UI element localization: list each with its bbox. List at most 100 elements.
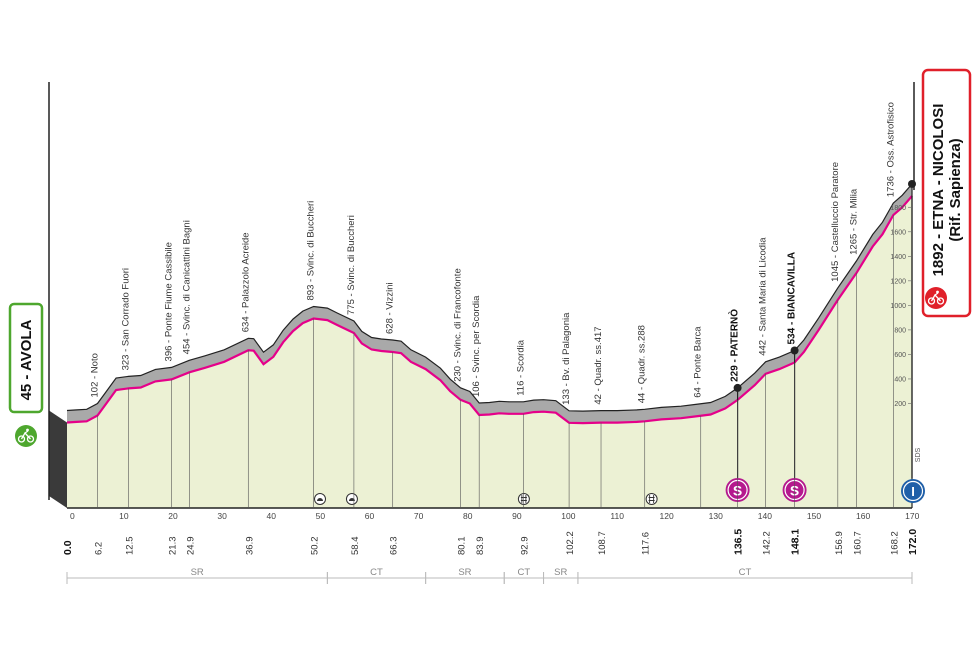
profile-left-edge: [49, 410, 67, 508]
start-cyclist-icon: [15, 425, 37, 447]
x-tick-label: 50: [316, 511, 326, 521]
annotations: 102 - Noto 323 - San Corrado Fuori 396 - P…: [89, 102, 896, 508]
province-label: SR: [458, 567, 471, 578]
tunnel-icon-arch: [317, 498, 324, 501]
rail-crossing-icon: [517, 493, 530, 505]
rail-crossing-icon-track: [648, 495, 655, 503]
sprint-point: [733, 383, 742, 392]
province-label: SR: [191, 567, 204, 578]
place-label: 116 - Scordia: [515, 339, 526, 396]
km-label: 148.1: [790, 529, 802, 555]
km-label: 92.9: [519, 537, 530, 556]
sds-label: SDS: [915, 447, 922, 462]
place-label: 106 - Svinc. per Scordia: [471, 295, 482, 397]
x-tick-label: 160: [856, 511, 870, 521]
km-label: 156.9: [834, 531, 845, 555]
km-label: 117.6: [641, 532, 652, 555]
x-tick-label: 170: [905, 511, 919, 521]
km-label: 0.0: [62, 540, 74, 555]
place-label: 442 - Santa Maria di Licodia: [758, 237, 769, 356]
place-label: 396 - Ponte Fiume Cassibile: [164, 242, 175, 361]
x-tick-label: 80: [463, 511, 473, 521]
start-badge: 45 - AVOLA: [8, 302, 44, 447]
km-label: 172.0: [907, 529, 919, 555]
km-label: 24.9: [185, 537, 196, 556]
province-label: SR: [554, 567, 567, 578]
place-label: 230 - Svinc. di Francofonte: [453, 268, 464, 382]
km-label: 136.5: [733, 529, 745, 555]
km-label: 80.1: [457, 537, 468, 556]
km-label: 58.4: [350, 537, 361, 556]
finish-badge: 1892 - ETNA - NICOLOSI (Rif. Sapienza): [921, 68, 972, 318]
x-tick-label: 20: [168, 511, 178, 521]
finish-climb-badge: I: [901, 479, 925, 503]
place-label: 628 - Vizzini: [385, 282, 396, 334]
place-label: 775 - Svinc. di Buccheri: [346, 215, 357, 315]
km-label: 102.2: [565, 531, 576, 555]
km-label: 36.9: [244, 537, 255, 556]
tunnel-icon-arch: [348, 498, 355, 501]
place-label: 44 - Quadr. ss.288: [637, 325, 648, 403]
x-tick-label: 0: [70, 511, 75, 521]
profile-top-line: [66, 183, 913, 412]
place-label: 893 - Svinc. di Buccheri: [306, 201, 317, 301]
start-label: 45 - AVOLA: [18, 319, 35, 400]
alt-tick-label: 200: [894, 401, 906, 408]
km-label: 21.3: [168, 537, 179, 556]
x-tick-label: 140: [758, 511, 772, 521]
distance-axis: 0 10 20 30 40 50 60 70 80 90 100 110 120 130 140 150 160…: [62, 511, 920, 555]
x-tick-label: 100: [561, 511, 575, 521]
finish-cyclist-icon: [925, 287, 947, 309]
place-label: 229 - PATERNÒ: [728, 309, 741, 382]
alt-tick-label: 400: [894, 376, 906, 383]
rail-crossing-icon-track: [520, 495, 527, 503]
x-tick-label: 10: [119, 511, 129, 521]
alt-tick-label: 600: [894, 352, 906, 359]
km-label: 50.2: [310, 537, 321, 556]
place-label: 1736 - Oss. Astrofisico: [885, 102, 896, 197]
km-label: 6.2: [93, 542, 104, 555]
km-label: 12.5: [124, 537, 135, 556]
x-tick-label: 40: [267, 511, 277, 521]
place-label: 64 - Ponte Barca: [693, 326, 704, 398]
province-label: CT: [518, 567, 531, 578]
alt-tick-label: 1200: [890, 278, 906, 285]
finish-label-line2: (Rif. Sapienza): [947, 138, 964, 241]
place-label: 133 - Bv. di Palagonia: [561, 312, 572, 405]
sprint-point: [790, 346, 799, 355]
profile-face: [67, 196, 912, 508]
finish-climb-badge-label: I: [911, 484, 915, 499]
alt-tick-label: 1800: [890, 205, 906, 212]
province-bands: SR CT SR CT SR CT: [66, 567, 913, 584]
province-label: CT: [370, 567, 383, 578]
place-label: 102 - Noto: [89, 353, 100, 397]
km-label: 108.7: [597, 531, 608, 555]
place-label: 534 - BIANCAVILLA: [787, 252, 798, 345]
rail-crossing-icon: [645, 493, 658, 505]
alt-tick-label: 1400: [890, 254, 906, 261]
alt-tick-label: 1000: [890, 303, 906, 310]
place-label: 42 - Quadr. ss.417: [593, 326, 604, 404]
x-tick-label: 60: [365, 511, 375, 521]
place-label: 1045 - Castelluccio Paratore: [830, 162, 841, 282]
x-tick-label: 120: [660, 511, 674, 521]
finish-label-line1: 1892 - ETNA - NICOLOSI: [930, 104, 947, 277]
altitude-scale: 200 400 600 800 1000 1200 1400 1600 1800: [890, 205, 912, 408]
alt-tick-label: 1600: [890, 229, 906, 236]
x-tick-label: 70: [414, 511, 424, 521]
x-tick-label: 110: [610, 511, 624, 521]
km-label: 66.3: [389, 537, 400, 556]
km-label: 168.2: [889, 531, 900, 555]
province-label: CT: [739, 567, 752, 578]
place-label: 323 - San Corrado Fuori: [120, 268, 131, 370]
km-label: 160.7: [852, 531, 863, 555]
finish-point: [908, 179, 916, 188]
profile-altitude-line: [66, 195, 913, 425]
place-label: 454 - Svinc. di Canicattini Bagni: [181, 220, 192, 354]
place-label: 634 - Palazzolo Acreide: [240, 232, 251, 332]
alt-tick-label: 800: [894, 327, 906, 334]
x-tick-label: 90: [512, 511, 522, 521]
x-tick-label: 150: [807, 511, 821, 521]
km-label: 142.2: [762, 531, 773, 555]
